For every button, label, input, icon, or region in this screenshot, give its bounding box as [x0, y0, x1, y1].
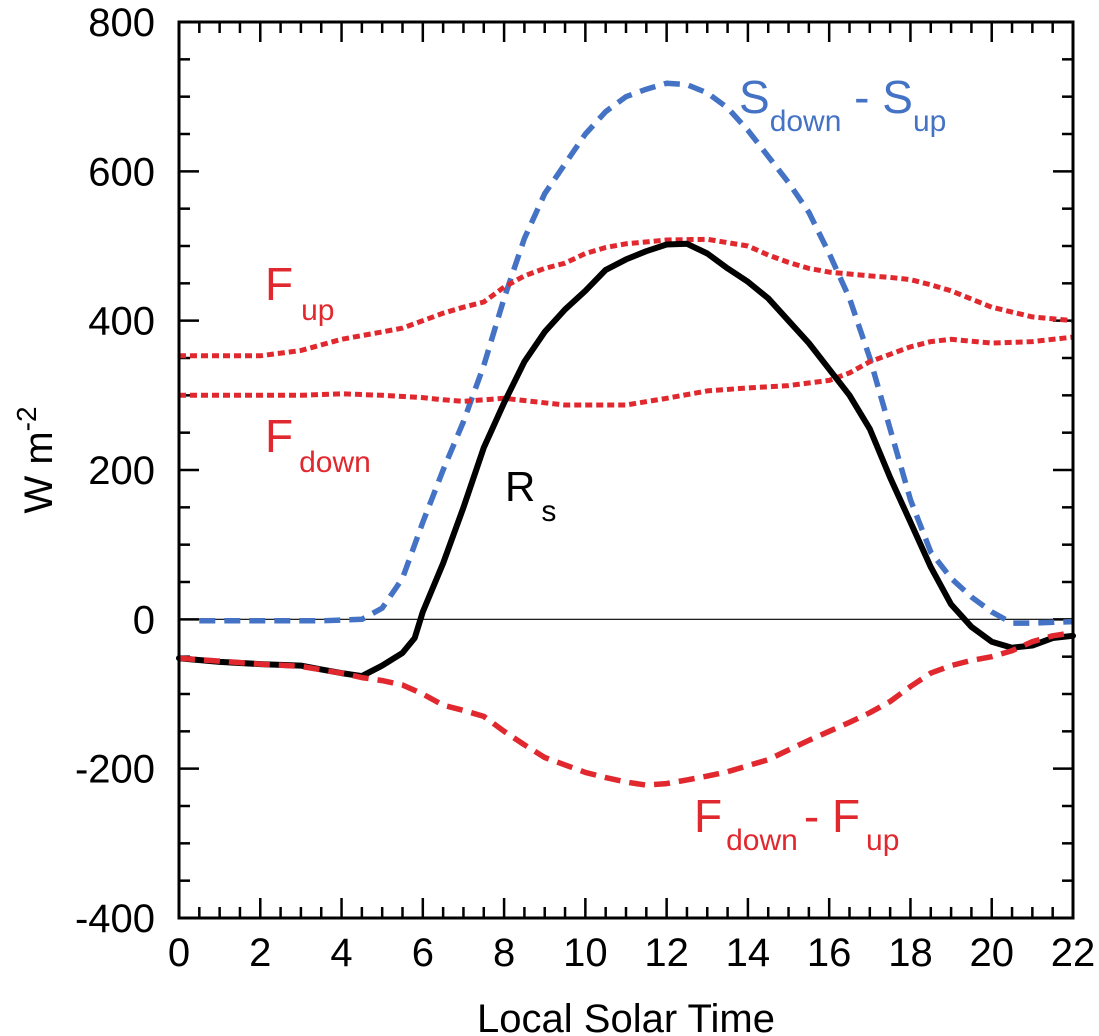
x-tick-label: 20 [969, 931, 1014, 975]
y-tick-label: 800 [88, 1, 155, 45]
y-tick-labels: -400 -200 0 200 400 600 800 [75, 1, 155, 941]
y-axis-title: W m-2 [11, 406, 61, 513]
annotation-fnet-base2: F [832, 790, 860, 842]
series-line-0 [199, 80, 1074, 626]
annotation-rs-sub: s [541, 495, 556, 528]
annotation-rs-base: R [505, 463, 535, 510]
x-tick-label: 0 [168, 931, 190, 975]
x-tick-label: 6 [412, 931, 434, 975]
x-tick-label: 10 [563, 931, 608, 975]
annotation-s-down-minus-s-up: Sdown - Sup [739, 71, 946, 138]
annotation-f-down: Fdown [265, 410, 371, 479]
x-tick-label: 18 [888, 931, 933, 975]
y-axis-title-main: W m [17, 431, 61, 513]
y-tick-label: -400 [75, 897, 155, 941]
annotation-fup-sub: up [301, 294, 334, 327]
annotation-fnet-base: F [694, 790, 722, 842]
series-line-1 [179, 236, 1074, 359]
x-tick-label: 14 [726, 931, 771, 975]
y-axis-title-sup: -2 [11, 406, 42, 431]
y-tick-label: 600 [88, 150, 155, 194]
series-line-4 [178, 630, 1074, 788]
annotation-fnet-between: - [804, 790, 832, 842]
annotation-r-s: Rs [505, 463, 556, 528]
x-tick-label: 12 [644, 931, 689, 975]
minor-ticks [179, 22, 1073, 918]
annotation-s-base2: S [882, 71, 913, 123]
annotation-fdown-sub: down [299, 446, 371, 479]
annotation-fdown-base: F [265, 410, 293, 462]
x-tick-label: 16 [807, 931, 852, 975]
x-tick-label: 22 [1051, 931, 1096, 975]
x-axis-title: Local Solar Time [477, 997, 775, 1036]
annotation-s-sub2: up [913, 105, 946, 138]
annotation-fnet-sub: down [726, 824, 798, 857]
series-line-2 [179, 334, 1074, 408]
plot-frame [177, 20, 1075, 920]
series-layer [176, 80, 1076, 788]
y-tick-label: -200 [75, 748, 155, 792]
annotation-s-sub: down [770, 105, 842, 138]
y-tick-label: 400 [88, 300, 155, 344]
x-tick-label: 2 [249, 931, 271, 975]
x-tick-label: 4 [330, 931, 352, 975]
annotation-f-up: Fup [265, 258, 334, 327]
annotation-fnet-sub2: up [866, 824, 899, 857]
annotation-s-between: - [841, 71, 882, 123]
x-tick-label: 8 [493, 931, 515, 975]
y-tick-label: 0 [133, 598, 155, 642]
x-tick-labels: 0 2 4 6 8 10 12 14 16 18 20 22 [168, 931, 1095, 975]
annotation-fup-base: F [265, 258, 293, 310]
annotation-s-base: S [739, 71, 770, 123]
series-line-3 [176, 240, 1076, 680]
y-tick-label: 200 [88, 449, 155, 493]
